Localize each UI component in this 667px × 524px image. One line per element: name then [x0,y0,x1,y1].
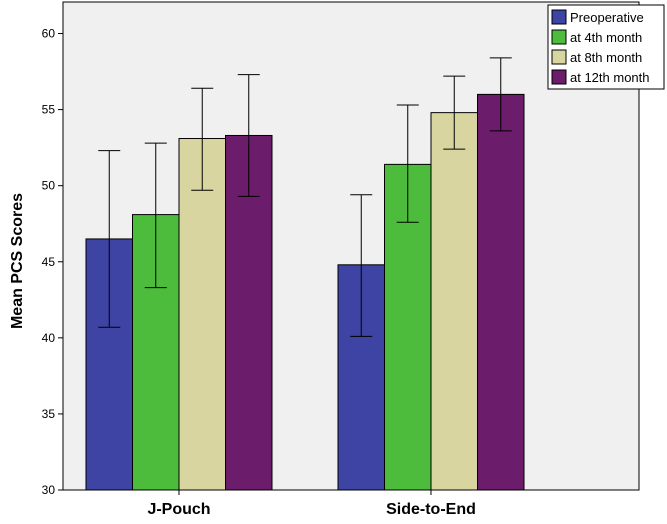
legend-label: at 8th month [570,50,642,65]
y-tick-label: 55 [42,103,56,117]
error-bars-group [98,57,512,337]
y-tick-label: 35 [42,407,56,421]
bar-preoperative-side-to-end [337,264,385,491]
y-tick-label: 60 [42,27,56,41]
y-tick-label: 30 [42,483,56,497]
legend: Preoperative at 4th month at 8th month at 1… [547,4,665,90]
bar-at-12th-month-side-to-end [477,93,525,491]
legend-label: at 4th month [570,30,642,45]
x-category-label: Side-to-End [386,501,476,518]
legend-label: Preoperative [570,10,644,25]
x-category-label: J-Pouch [147,501,210,518]
y-tick-label: 40 [42,331,56,345]
legend-label: at 12th month [570,70,650,85]
y-axis: 30 35 40 45 50 55 60 [42,27,63,497]
bar-at-8th-month-j-pouch [178,138,226,491]
y-axis-title: Mean PCS Scores [9,193,26,329]
y-tick-label: 45 [42,255,56,269]
legend-swatch [551,29,567,45]
legend-swatch [551,69,567,85]
bars-group [85,93,525,491]
y-tick-label: 50 [42,179,56,193]
legend-swatch [551,49,567,65]
x-axis: J-Pouch Side-to-End [147,490,476,518]
legend-box [547,4,665,90]
bar-at-8th-month-side-to-end [430,112,478,491]
legend-swatch [551,9,567,25]
